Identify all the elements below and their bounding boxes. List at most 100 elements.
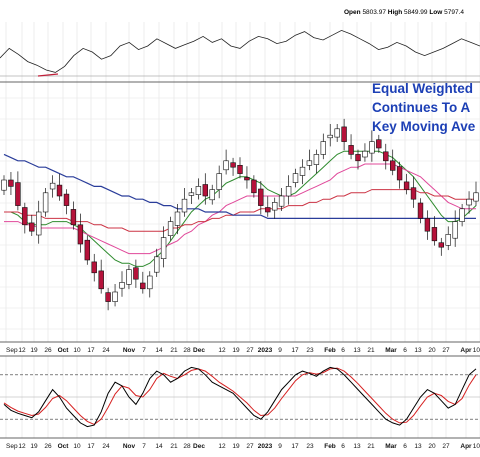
price-x-tick-label: 14 (155, 347, 163, 354)
candle-body (431, 227, 438, 242)
candle-body (334, 128, 340, 138)
price-x-tick-label: 2023 (258, 347, 273, 354)
stoch-x-tick-label: 19 (232, 443, 240, 450)
candle-body (403, 181, 410, 190)
candle-body (126, 269, 132, 285)
stoch-k-line (3, 366, 477, 428)
candle-body (35, 211, 42, 236)
stoch-x-tick-label: 19 (30, 443, 38, 450)
price-x-tick-label: 28 (183, 347, 191, 354)
tick-label-layer: SepSep121219192626OctOct101017172424NovN… (6, 347, 480, 450)
candle-body (42, 192, 49, 213)
price-x-tick-label: 27 (442, 347, 450, 354)
stoch-x-tick-label: 7 (142, 443, 146, 450)
candle-body (292, 173, 299, 183)
stochastic-layer (0, 366, 480, 428)
price-x-tick-label: 23 (306, 347, 314, 354)
candle-body (320, 141, 326, 155)
stoch-x-tick-label: Dec (193, 443, 205, 450)
candle-body (383, 151, 389, 162)
price-x-tick-label: 21 (170, 347, 178, 354)
price-x-tick-label: Apr (460, 347, 472, 354)
stoch-x-tick-label: Sep (6, 443, 18, 450)
candle-body (285, 186, 292, 197)
annotation-line-3: Key Moving Ave (372, 119, 476, 134)
top-indicator-layer (0, 29, 480, 77)
candle-body (56, 184, 63, 197)
stoch-x-tick-label: 27 (442, 443, 450, 450)
candle-body (251, 179, 257, 194)
price-x-tick-label: 13 (353, 347, 361, 354)
candle-body (29, 222, 35, 232)
candle-body (306, 160, 313, 166)
candle-body (8, 179, 14, 187)
candle-body (147, 275, 153, 290)
candle-body (63, 193, 70, 206)
stoch-x-tick-label: 13 (353, 443, 361, 450)
candle-body (230, 162, 236, 168)
candle-body (216, 173, 222, 190)
price-x-tick-label: 27 (246, 347, 254, 354)
price-x-tick-label: 7 (142, 347, 146, 354)
price-x-tick-label: 13 (414, 347, 422, 354)
candle-body (438, 242, 444, 248)
stoch-x-tick-label: 24 (102, 443, 110, 450)
price-x-tick-label: 21 (367, 347, 375, 354)
candle-body (91, 261, 97, 274)
candle-body (313, 154, 320, 165)
price-x-tick-label: 19 (232, 347, 240, 354)
candle-body (459, 208, 465, 222)
price-x-tick-label: 10 (473, 347, 480, 354)
price-x-tick-label: Feb (324, 347, 336, 354)
chart-annotation: Equal Weighted Continues To A Key Moving… (372, 79, 475, 136)
candle-body (237, 165, 243, 174)
stoch-x-tick-label: 10 (473, 443, 480, 450)
open-value: 5803.97 (362, 9, 386, 16)
candle-body (181, 198, 188, 213)
price-x-tick-label: 19 (30, 347, 38, 354)
stoch-x-tick-label: 14 (155, 443, 163, 450)
moving-average-line-3 (4, 189, 476, 232)
stoch-x-tick-label: 12 (18, 443, 26, 450)
price-x-tick-label: 9 (278, 347, 282, 354)
price-x-tick-label: 20 (428, 347, 436, 354)
price-x-tick-label: Oct (58, 347, 70, 354)
annotation-line-1: Equal Weighted (372, 81, 474, 96)
high-value: 5849.99 (404, 9, 428, 16)
open-label: Open (344, 9, 361, 16)
moving-average-line-4 (3, 153, 476, 219)
candle-body (49, 182, 56, 190)
top-indicator-line (0, 29, 480, 73)
candle-body (1, 179, 7, 191)
ohlc-readout: Open 5803.97 High 5849.99 Low 5797.4 (344, 9, 464, 16)
candle-body (452, 221, 458, 239)
price-x-tick-label: 6 (403, 347, 407, 354)
candle-body (445, 234, 451, 246)
stoch-x-tick-label: 10 (73, 443, 81, 450)
candle-body (77, 224, 84, 245)
candle-body (174, 211, 181, 226)
stoch-x-tick-label: Apr (460, 443, 472, 450)
price-x-tick-label: 24 (102, 347, 110, 354)
candle-body (410, 187, 417, 200)
stoch-x-tick-label: Oct (58, 443, 70, 450)
candle-body (209, 189, 215, 201)
candle-body (265, 207, 271, 213)
candle-body (98, 270, 104, 290)
candle-body (376, 139, 382, 149)
stoch-x-tick-label: 23 (306, 443, 314, 450)
candle-body (278, 195, 285, 207)
candle-body (362, 150, 368, 158)
price-x-tick-label: Sep (6, 347, 18, 354)
stoch-x-tick-label: 13 (414, 443, 422, 450)
price-x-tick-label: 6 (341, 347, 345, 354)
candle-body (348, 145, 354, 155)
candle-body (417, 202, 424, 219)
stoch-x-tick-label: 17 (291, 443, 299, 450)
price-x-tick-label: Nov (123, 347, 136, 354)
candle-body (355, 154, 361, 162)
stoch-x-tick-label: Feb (324, 443, 336, 450)
candle-body (140, 282, 146, 290)
candle-body (133, 267, 139, 280)
